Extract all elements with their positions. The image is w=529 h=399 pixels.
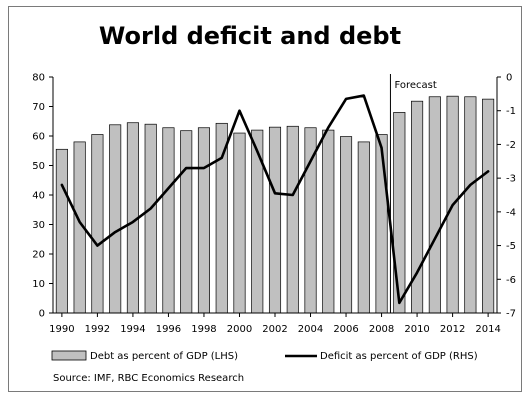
debt-bar: [91, 134, 104, 314]
debt-bar: [428, 96, 441, 314]
x-tick-labels: 1990 1992 1994 1996 1998 2000 2002 2004 2006 2008…: [49, 324, 501, 335]
x-tick-label: 1998: [191, 324, 216, 335]
right-tick-label: -2: [506, 140, 516, 151]
x-tick-label: 1992: [85, 324, 110, 335]
debt-bar: [322, 129, 335, 314]
left-tick-label: 20: [32, 250, 45, 261]
debt-bar: [464, 96, 477, 314]
chart-frame: [8, 6, 522, 392]
debt-bar: [268, 126, 282, 314]
right-tick-label: -6: [506, 275, 516, 286]
debt-bar: [180, 130, 193, 314]
debt-bar: [109, 124, 122, 314]
right-tick-label: -5: [506, 241, 516, 252]
left-tick-label: 40: [32, 191, 45, 202]
deficit-line: [60, 94, 490, 305]
left-tick-label: 50: [32, 161, 45, 172]
x-tick-label: 2010: [404, 324, 429, 335]
right-tick-label: 0: [506, 73, 512, 84]
debt-bar: [144, 123, 157, 314]
right-tick-labels: 0 -1 -2 -3 -4 -5 -6 -7: [506, 73, 516, 320]
x-tick-label: 2014: [475, 324, 500, 335]
x-tick-label: 2004: [298, 324, 323, 335]
legend-debt-swatch: [51, 350, 87, 361]
debt-bar: [393, 112, 406, 314]
source-note: Source: IMF, RBC Economics Research: [53, 373, 244, 384]
left-tick-label: 70: [32, 102, 45, 113]
debt-bar: [215, 122, 228, 314]
right-tick-label: -4: [506, 207, 516, 218]
left-tick-label: 10: [32, 279, 45, 290]
left-tick-label: 30: [32, 220, 45, 231]
chart-title: World deficit and debt: [99, 22, 401, 50]
debt-bar: [162, 127, 175, 314]
forecast-label: Forecast: [394, 80, 436, 91]
debt-bar: [482, 98, 495, 314]
debt-bar: [55, 148, 68, 314]
x-tick-label: 1994: [120, 324, 145, 335]
x-tick-label: 2012: [440, 324, 465, 335]
right-tick-label: -1: [506, 106, 516, 117]
x-tick-label: 2000: [227, 324, 252, 335]
x-tick-label: 1996: [156, 324, 181, 335]
x-tick-label: 2008: [369, 324, 394, 335]
legend-debt-label: Debt as percent of GDP (LHS): [90, 351, 238, 362]
left-tick-labels: 0 10 20 30 40 50 60 70 80: [32, 73, 45, 320]
left-tick-label: 60: [32, 132, 45, 143]
right-tick-label: -3: [506, 174, 516, 185]
left-tick-label: 80: [32, 73, 45, 84]
debt-bar: [286, 125, 299, 314]
x-tick-label: 1990: [49, 324, 74, 335]
debt-bars: [55, 95, 495, 314]
deficit-line-group: [60, 94, 490, 305]
axes: [49, 76, 501, 317]
debt-bar: [233, 132, 246, 314]
right-tick-label: -7: [506, 309, 516, 320]
x-tick-label: 2002: [262, 324, 287, 335]
x-tick-label: 2006: [333, 324, 358, 335]
debt-bar: [197, 127, 210, 314]
debt-bar: [375, 134, 388, 314]
debt-bar: [357, 141, 370, 314]
left-tick-label: 0: [39, 309, 45, 320]
debt-bar: [340, 136, 353, 314]
legend-deficit-label: Deficit as percent of GDP (RHS): [320, 351, 478, 362]
